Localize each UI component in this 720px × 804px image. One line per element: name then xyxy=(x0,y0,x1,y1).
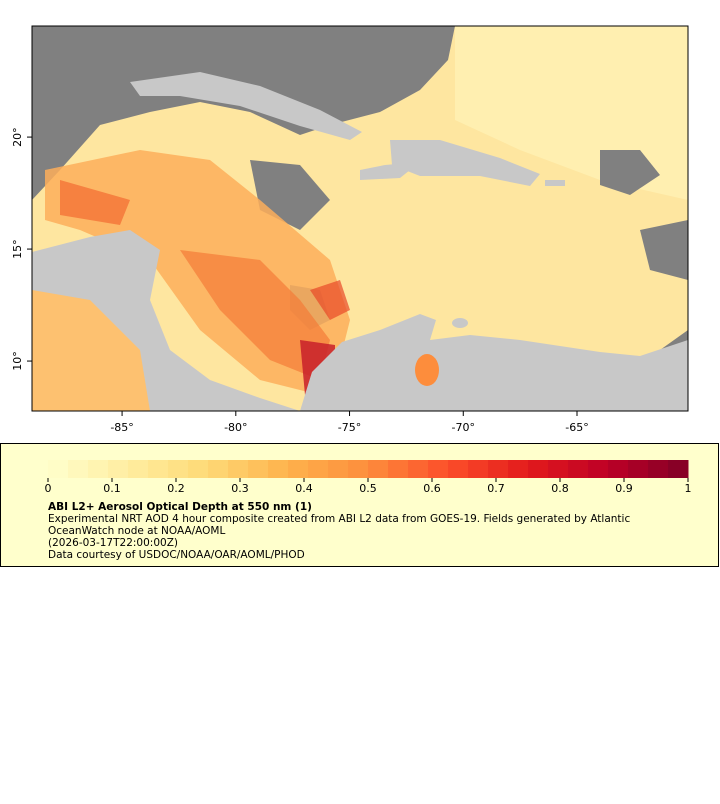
colorbar-cell xyxy=(448,460,469,478)
colorbar-cell xyxy=(668,460,689,478)
colorbar-cell xyxy=(428,460,449,478)
legend-time: (2026-03-17T22:00:00Z) xyxy=(48,537,178,549)
x-tick-label: -65° xyxy=(565,421,588,434)
colorbar-cell xyxy=(628,460,649,478)
colorbar-cell xyxy=(348,460,369,478)
colorbar-cell xyxy=(548,460,569,478)
colorbar-tick-label: 1 xyxy=(685,482,692,495)
x-tick-label: -80° xyxy=(224,421,247,434)
colorbar-cell xyxy=(128,460,149,478)
legend-title: ABI L2+ Aerosol Optical Depth at 550 nm … xyxy=(48,501,312,513)
colorbar-cell xyxy=(528,460,549,478)
colorbar-cell xyxy=(568,460,589,478)
legend-credit: Data courtesy of USDOC/NOAA/OAR/AOML/PHO… xyxy=(48,549,305,561)
colorbar-cell xyxy=(68,460,89,478)
colorbar-tick-label: 0.1 xyxy=(103,482,121,495)
colorbar-cell xyxy=(408,460,429,478)
colorbar-tick-label: 0.5 xyxy=(359,482,377,495)
colorbar-tick-label: 0 xyxy=(45,482,52,495)
colorbar-tick-label: 0.9 xyxy=(615,482,633,495)
colorbar-cell xyxy=(268,460,289,478)
colorbar-tick-label: 0.3 xyxy=(231,482,249,495)
colorbar-cell xyxy=(308,460,329,478)
x-tick-label: -75° xyxy=(338,421,361,434)
y-tick-label: 15° xyxy=(11,239,24,258)
colorbar-tick-label: 0.7 xyxy=(487,482,505,495)
map-frame xyxy=(31,25,689,412)
map xyxy=(32,26,688,411)
x-tick-label: -70° xyxy=(452,421,475,434)
colorbar-cell xyxy=(168,460,189,478)
y-tick-label: 20° xyxy=(11,127,24,147)
colorbar-cell xyxy=(248,460,269,478)
colorbar-cell xyxy=(88,460,109,478)
colorbar-cell xyxy=(228,460,249,478)
legend-text: ABI L2+ Aerosol Optical Depth at 550 nm … xyxy=(48,501,688,561)
colorbar-cell xyxy=(648,460,669,478)
colorbar-cell xyxy=(288,460,309,478)
colorbar-cell xyxy=(328,460,349,478)
colorbar-cell xyxy=(208,460,229,478)
colorbar-cell xyxy=(488,460,509,478)
colorbar-cell xyxy=(108,460,129,478)
colorbar-tick-label: 0.8 xyxy=(551,482,569,495)
colorbar-cell xyxy=(608,460,629,478)
colorbar-cell xyxy=(188,460,209,478)
colorbar-cell xyxy=(388,460,409,478)
colorbar-cell xyxy=(468,460,489,478)
colorbar-tick-label: 0.2 xyxy=(167,482,185,495)
colorbar-cell xyxy=(368,460,389,478)
colorbar-cell xyxy=(508,460,529,478)
colorbar-tick-label: 0.6 xyxy=(423,482,441,495)
colorbar-tick-label: 0.4 xyxy=(295,482,313,495)
colorbar-cell xyxy=(148,460,169,478)
x-tick-label: -85° xyxy=(110,421,133,434)
legend-summary: Experimental NRT AOD 4 hour composite cr… xyxy=(48,513,631,537)
y-tick-label: 10° xyxy=(11,351,24,371)
colorbar-cell xyxy=(588,460,609,478)
colorbar-cell xyxy=(48,460,69,478)
